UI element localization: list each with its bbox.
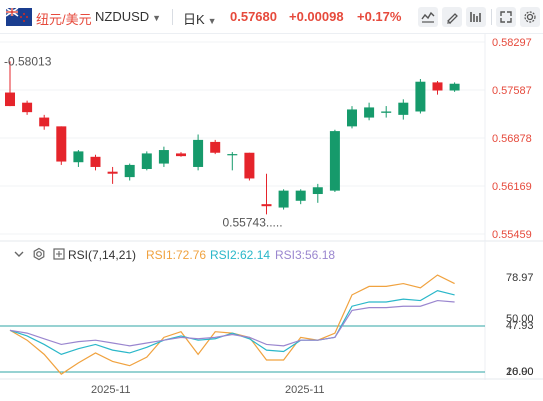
candle-body[interactable] bbox=[278, 190, 289, 208]
candle-body[interactable] bbox=[141, 153, 152, 169]
rsi-y-tick-label: 20.00 bbox=[506, 366, 534, 378]
rsi-series-line bbox=[9, 299, 455, 347]
high-price-label: -0.58013 bbox=[4, 54, 52, 68]
y-axis-tick-label: 0.57587 bbox=[492, 85, 532, 97]
candle-body[interactable] bbox=[39, 117, 50, 127]
divider bbox=[491, 9, 492, 25]
rsi-y-tick-label: 78.97 bbox=[506, 272, 534, 284]
symbol-selector[interactable]: NZDUSD ▼ bbox=[95, 9, 161, 24]
draw-pen-icon bbox=[447, 13, 458, 24]
rsi-y-tick-label: 50.00 bbox=[506, 313, 534, 325]
candle-body[interactable] bbox=[415, 81, 426, 112]
candle-body[interactable] bbox=[227, 154, 238, 156]
candle-body[interactable] bbox=[107, 171, 118, 174]
candle-body[interactable] bbox=[158, 150, 169, 164]
candle-body[interactable] bbox=[295, 190, 306, 201]
line-chart-icon bbox=[421, 11, 435, 23]
indicator-icon bbox=[470, 12, 481, 22]
rsi-y-tick-label: 47.93 bbox=[506, 320, 534, 332]
y-axis-tick-label: 0.56878 bbox=[492, 133, 532, 145]
candle-body[interactable] bbox=[244, 152, 255, 179]
settings-button[interactable] bbox=[520, 7, 540, 27]
gear-icon[interactable] bbox=[32, 247, 46, 261]
candle-body[interactable] bbox=[364, 107, 375, 118]
divider bbox=[172, 9, 173, 25]
rsi-series-line bbox=[9, 290, 455, 356]
chart-header: 纽元/美元 NZDUSD ▼ 日K ▼ 0.57680 +0.00098 +0.17… bbox=[0, 0, 543, 34]
drawing-tool-button[interactable] bbox=[442, 7, 462, 27]
chart-type-button[interactable] bbox=[418, 7, 438, 27]
candle-body[interactable] bbox=[124, 164, 135, 178]
timeframe-label: 日K bbox=[183, 12, 205, 27]
price-change-pct: +0.17% bbox=[357, 9, 402, 24]
y-axis-tick-label: 0.55459 bbox=[492, 229, 532, 241]
last-price: 0.57680 bbox=[230, 9, 277, 24]
candle-body[interactable] bbox=[193, 139, 204, 167]
gear-icon bbox=[524, 11, 536, 23]
timeframe-selector[interactable]: 日K ▼ bbox=[183, 9, 217, 28]
rsi-indicator-name: RSI(7,14,21) bbox=[68, 248, 137, 262]
y-axis-tick-label: 0.56169 bbox=[492, 181, 532, 193]
candle-body[interactable] bbox=[90, 156, 101, 167]
candle-body[interactable] bbox=[210, 141, 221, 153]
rsi-series-line bbox=[9, 274, 455, 375]
rsi1-legend: RSI1:72.76 bbox=[146, 248, 207, 262]
expand-icon bbox=[500, 11, 512, 23]
candle-body[interactable] bbox=[347, 109, 357, 127]
rsi2-legend: RSI2:62.14 bbox=[210, 248, 271, 262]
nzd-flag-icon bbox=[6, 8, 32, 26]
chevron-down-icon: ▼ bbox=[207, 16, 217, 26]
collapse-icon[interactable] bbox=[12, 247, 26, 261]
y-axis-tick-label: 0.58297 bbox=[492, 37, 532, 49]
indicator-button[interactable] bbox=[466, 7, 486, 27]
fullscreen-button[interactable] bbox=[496, 7, 516, 27]
chevron-down-icon: ▼ bbox=[152, 13, 162, 23]
price-change: +0.00098 bbox=[289, 9, 344, 24]
candle-body[interactable] bbox=[176, 153, 186, 157]
x-axis-date-label: 2025-11 bbox=[91, 384, 131, 396]
low-price-label: 0.55743..... bbox=[223, 215, 283, 229]
candle-body[interactable] bbox=[261, 204, 272, 207]
x-axis-date-label: 2025-11 bbox=[285, 384, 325, 396]
candle-body[interactable] bbox=[73, 151, 84, 163]
candle-body[interactable] bbox=[381, 111, 392, 113]
candle-body[interactable] bbox=[5, 92, 15, 107]
rsi3-legend: RSI3:56.18 bbox=[275, 248, 336, 262]
candle-body[interactable] bbox=[329, 131, 340, 191]
symbol-code: NZDUSD bbox=[95, 9, 150, 24]
rsi-y-tick-label: 16.90 bbox=[506, 366, 534, 378]
candle-body[interactable] bbox=[398, 102, 409, 115]
candle-body[interactable] bbox=[56, 126, 67, 162]
candlestick-chart[interactable]: 0.58297 0.57587 0.56878 0.56169 0.55459 -0.5… bbox=[0, 34, 543, 244]
candle-body[interactable] bbox=[22, 102, 33, 113]
candle-body[interactable] bbox=[312, 187, 323, 195]
candle-body[interactable] bbox=[432, 82, 443, 91]
symbol-name-cn[interactable]: 纽元/美元 bbox=[36, 12, 92, 27]
candle-body[interactable] bbox=[449, 83, 460, 91]
indicator-settings-icon[interactable] bbox=[52, 247, 66, 261]
